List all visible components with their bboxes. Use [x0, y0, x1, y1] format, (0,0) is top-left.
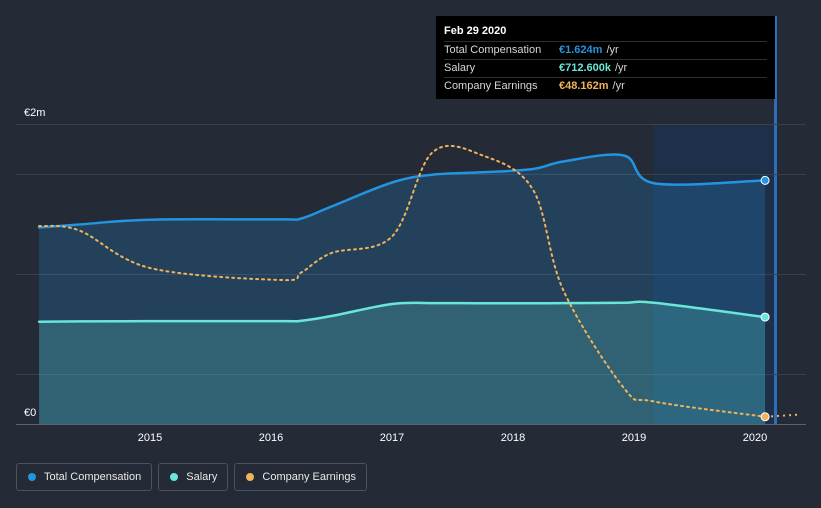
- tooltip-value: €1.624m: [559, 44, 603, 56]
- legend-dot-icon: [28, 473, 36, 481]
- tooltip-value: €48.162m: [559, 80, 609, 92]
- tooltip-value: €712.600k: [559, 62, 611, 74]
- x-axis-ticks: 2015 2016 2017 2018 2019 2020: [138, 432, 767, 444]
- tooltip-label: Total Compensation: [444, 44, 542, 56]
- x-tick-label: 2016: [259, 432, 283, 444]
- tooltip-row-total-compensation: Total Compensation €1.624m /yr: [444, 41, 767, 59]
- salary-line: [37, 300, 767, 323]
- x-tick-label: 2018: [501, 432, 525, 444]
- legend-item-salary[interactable]: Salary: [158, 463, 229, 491]
- y-tick-label: €2m: [24, 107, 45, 119]
- company-earnings-marker: [760, 412, 770, 422]
- series-lines: [37, 144, 798, 418]
- x-tick-label: 2019: [622, 432, 646, 444]
- hover-band: [774, 16, 777, 425]
- total-compensation-area: [39, 154, 766, 424]
- company-earnings-line: [38, 144, 767, 418]
- legend-item-total-compensation[interactable]: Total Compensation: [16, 463, 153, 491]
- legend: Total Compensation Salary Company Earnin…: [16, 463, 367, 491]
- salary-marker: [760, 312, 770, 322]
- tooltip-unit: /yr: [606, 44, 619, 56]
- y-axis-ticks: €0 €2m: [24, 107, 45, 419]
- legend-label: Salary: [186, 471, 218, 483]
- tooltip-label: Salary: [444, 62, 476, 74]
- tooltip-unit: /yr: [615, 62, 628, 74]
- legend-dot-icon: [246, 473, 255, 481]
- legend-item-company-earnings[interactable]: Company Earnings: [234, 463, 367, 491]
- salary-area: [39, 301, 766, 424]
- legend-label: Total Compensation: [44, 471, 142, 483]
- tooltip-row-salary: Salary €712.600k /yr: [444, 59, 767, 77]
- tooltip-date: Feb 29 2020: [444, 25, 507, 37]
- legend-label: Company Earnings: [262, 471, 356, 483]
- x-tick-label: 2020: [743, 432, 767, 444]
- tooltip-unit: /yr: [612, 80, 625, 92]
- total-compensation-line: [37, 153, 767, 229]
- tooltip: Feb 29 2020 Total Compensation €1.624m /…: [436, 16, 775, 99]
- hover-markers: [760, 175, 770, 422]
- series-areas: [39, 154, 766, 424]
- x-tick-label: 2015: [138, 432, 162, 444]
- gridlines: [16, 124, 806, 375]
- tooltip-label: Company Earnings: [444, 80, 538, 92]
- total-compensation-marker: [760, 175, 770, 185]
- y-tick-label: €0: [24, 407, 36, 419]
- legend-dot-icon: [170, 473, 179, 481]
- tooltip-row-company-earnings: Company Earnings €48.162m /yr: [444, 77, 767, 95]
- x-tick-label: 2017: [380, 432, 404, 444]
